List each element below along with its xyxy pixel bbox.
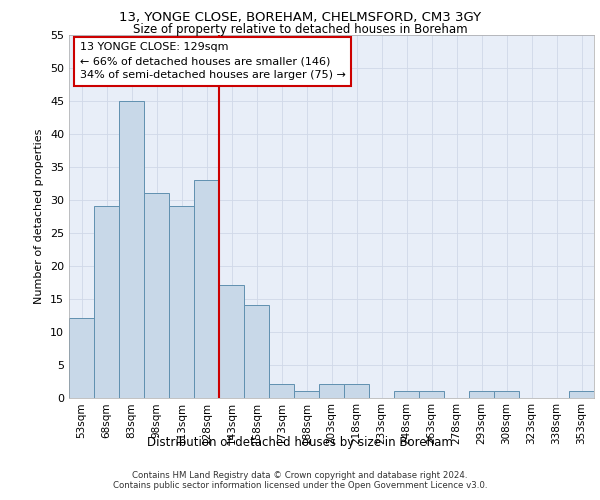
Bar [319,384,344,398]
Bar [219,286,244,398]
Text: Distribution of detached houses by size in Boreham: Distribution of detached houses by size … [147,436,453,449]
Bar [94,206,119,398]
Text: Size of property relative to detached houses in Boreham: Size of property relative to detached ho… [133,22,467,36]
Bar [344,384,369,398]
Bar [69,318,94,398]
Bar [144,193,169,398]
Bar [294,391,319,398]
Bar [569,391,594,398]
Bar [419,391,444,398]
Bar [244,305,269,398]
Bar [394,391,419,398]
Text: 13, YONGE CLOSE, BOREHAM, CHELMSFORD, CM3 3GY: 13, YONGE CLOSE, BOREHAM, CHELMSFORD, CM… [119,11,481,24]
Y-axis label: Number of detached properties: Number of detached properties [34,128,44,304]
Bar [194,180,219,398]
Text: 13 YONGE CLOSE: 129sqm
← 66% of detached houses are smaller (146)
34% of semi-de: 13 YONGE CLOSE: 129sqm ← 66% of detached… [79,42,346,80]
Text: Contains public sector information licensed under the Open Government Licence v3: Contains public sector information licen… [113,482,487,490]
Bar [169,206,194,398]
Bar [119,101,144,398]
Bar [469,391,494,398]
Bar [269,384,294,398]
Text: Contains HM Land Registry data © Crown copyright and database right 2024.: Contains HM Land Registry data © Crown c… [132,472,468,480]
Bar [494,391,519,398]
